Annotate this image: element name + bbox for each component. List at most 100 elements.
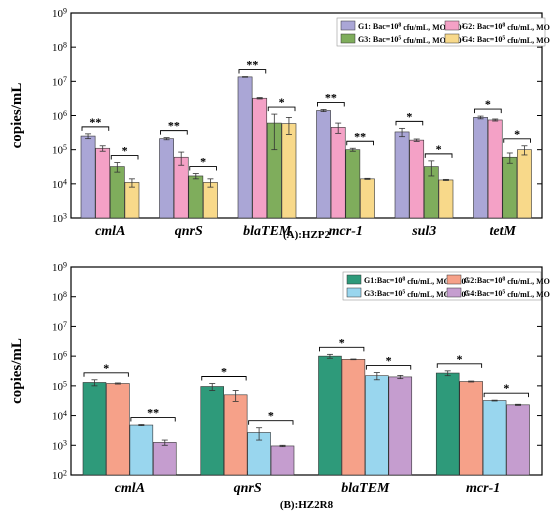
significance-bracket <box>130 417 176 422</box>
x-tick-label: cmlA <box>115 481 145 496</box>
significance-bracket <box>424 153 453 158</box>
bar <box>345 149 361 219</box>
legend-label: G1:Bac=108 cfu/mL, MOI=103 <box>364 276 469 286</box>
significance-label: * <box>436 142 442 156</box>
bar <box>435 372 460 476</box>
significance-bracket <box>346 140 374 146</box>
significance-bracket <box>160 130 188 135</box>
x-tick-label: cmlA <box>95 224 125 239</box>
bar <box>173 156 189 219</box>
bar <box>237 76 253 219</box>
legend-swatch <box>444 20 460 31</box>
significance-label: * <box>221 365 227 379</box>
significance-bracket <box>317 102 345 107</box>
bar <box>80 135 96 219</box>
y-tick-label: 102 <box>52 468 67 482</box>
y-tick-label: 106 <box>52 350 67 364</box>
significance-bracket <box>83 372 129 377</box>
legend-swatch <box>340 20 356 31</box>
bar <box>188 175 204 219</box>
y-tick-label: 105 <box>52 143 67 157</box>
significance-label: ** <box>325 90 337 104</box>
bar <box>109 166 125 219</box>
y-tick-label: 108 <box>52 290 67 304</box>
bar <box>129 424 154 476</box>
y-tick-label: 109 <box>52 260 67 274</box>
bar <box>365 375 389 476</box>
significance-label: * <box>386 354 392 368</box>
bar <box>517 149 532 219</box>
bar <box>82 382 107 476</box>
significance-label: ** <box>354 129 366 143</box>
bar <box>502 156 518 219</box>
significance-bracket <box>503 138 531 143</box>
legend-swatch <box>340 33 356 44</box>
bar <box>106 383 130 476</box>
legend-swatch <box>346 274 362 285</box>
x-tick-label: qnrS <box>234 481 262 496</box>
significance-label: ** <box>246 58 258 72</box>
panel-b-chart: 102 103 104 105 106 107 108 109 copies/mL cmlA qnr… <box>9 260 550 511</box>
bar <box>281 123 297 219</box>
plot-frame <box>70 266 543 476</box>
bar <box>330 127 346 219</box>
significance-label: * <box>456 352 462 366</box>
bar <box>153 442 177 476</box>
bar <box>203 182 218 219</box>
bar <box>270 445 295 476</box>
x-tick-label: mcr-1 <box>466 481 500 496</box>
significance-label: * <box>339 335 345 349</box>
significance-bracket <box>395 120 424 126</box>
legend-box <box>342 271 542 301</box>
bar <box>200 386 224 476</box>
y-tick-label: 103 <box>52 211 67 225</box>
significance-label: * <box>514 127 520 141</box>
legend-label: G2: Bac=108 cfu/mL, MOI=101 <box>462 22 550 32</box>
bar <box>252 97 268 219</box>
significance-label: * <box>279 95 285 109</box>
bar <box>124 182 140 219</box>
bar <box>159 138 174 219</box>
bar <box>341 359 366 476</box>
y-tick-label: 108 <box>52 41 67 55</box>
bar <box>394 131 410 219</box>
bar <box>438 179 454 219</box>
y-tick-label: 104 <box>52 177 67 191</box>
panel-a-chart: 103 104 105 106 107 108 109 copies/mL cmlA qnrS bl… <box>9 6 550 241</box>
significance-label: * <box>103 361 109 375</box>
significance-label: * <box>268 409 274 423</box>
panel-caption: (B):HZ2R8 <box>280 499 334 511</box>
legend-label: G2:Bac=108 cfu/mL, MOI=101 <box>464 276 550 286</box>
significance-label: ** <box>168 119 180 133</box>
y-tick-label: 104 <box>52 409 67 423</box>
bar <box>506 404 530 476</box>
legend-swatch <box>446 274 462 285</box>
legend-swatch <box>346 287 362 298</box>
significance-bracket <box>189 166 217 171</box>
legend-swatch <box>444 33 460 44</box>
significance-bracket <box>436 363 483 368</box>
y-axis-title: copies/mL <box>9 83 25 149</box>
bar <box>459 381 483 476</box>
significance-label: * <box>122 144 128 158</box>
significance-bracket <box>267 106 296 112</box>
legend-swatch <box>446 287 462 298</box>
bar <box>318 355 342 476</box>
significance-bracket <box>474 108 502 114</box>
bar <box>360 178 375 219</box>
legend-label: G1: Bac=108 cfu/mL, MOI=103 <box>358 22 465 32</box>
y-tick-label: 105 <box>52 379 67 393</box>
panel-caption: (A):HZP2 <box>283 229 331 241</box>
x-tick-label: sul3 <box>411 224 436 239</box>
significance-bracket <box>365 365 412 370</box>
y-tick-label: 103 <box>52 439 67 453</box>
bar <box>223 394 248 476</box>
legend-label: G3: Bac=105 cfu/mL, MOI=103 <box>358 35 465 45</box>
significance-label: * <box>503 381 509 395</box>
legend-label: G4:Bac=105 cfu/mL, MOI=101 <box>464 289 550 299</box>
x-tick-label: mcr-1 <box>329 224 363 239</box>
bar <box>473 117 488 219</box>
bar <box>95 147 111 219</box>
x-tick-label: tetM <box>490 224 517 239</box>
